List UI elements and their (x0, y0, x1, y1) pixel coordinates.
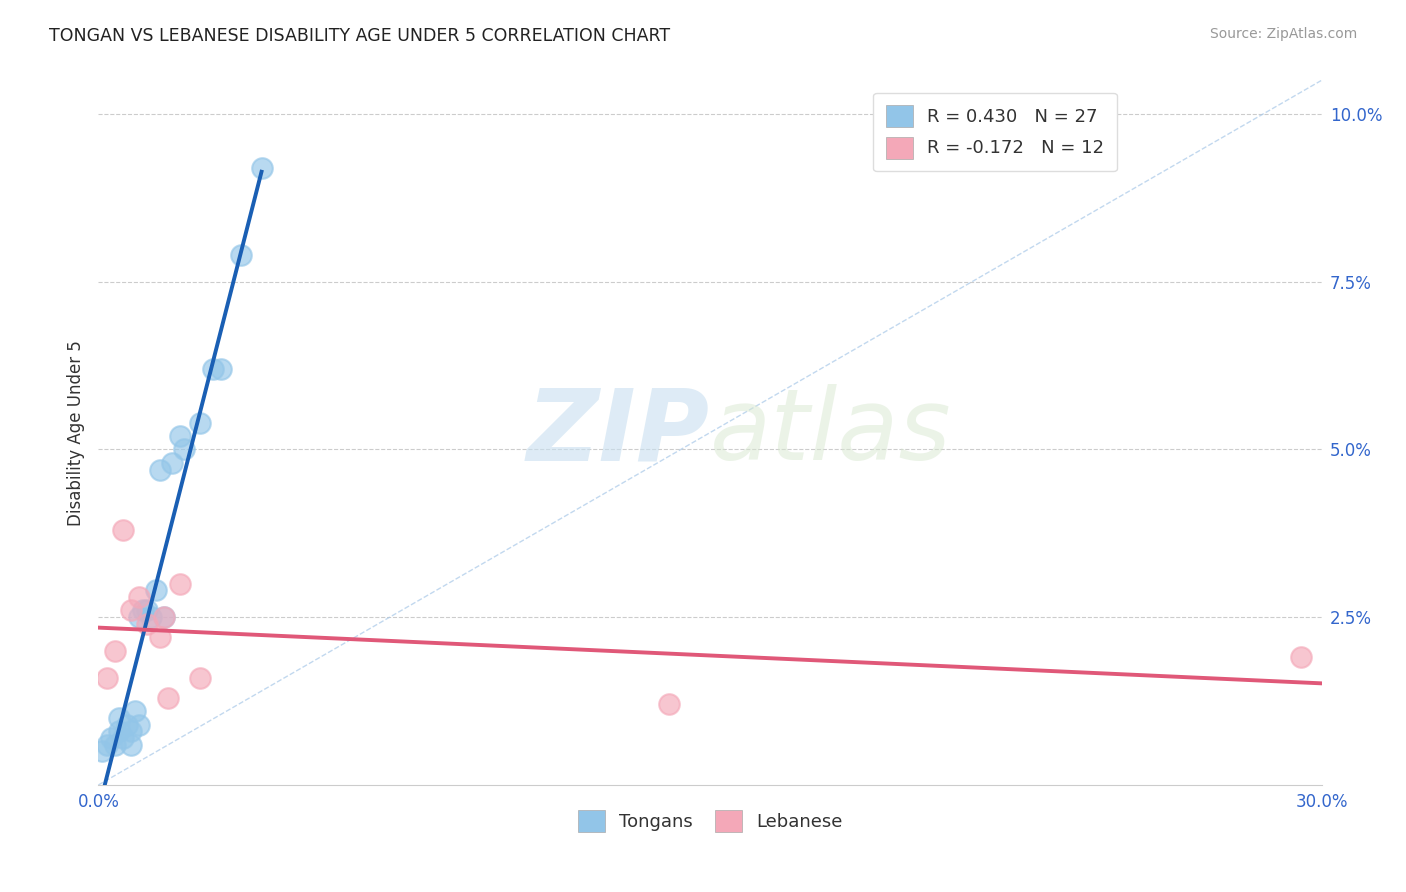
Legend: Tongans, Lebanese: Tongans, Lebanese (571, 803, 849, 839)
Point (173, 442, 195, 457)
Point (160, 456, 183, 470)
Point (141, 610, 163, 624)
Point (250, 161, 273, 175)
Point (145, 583, 167, 598)
Text: ZIP: ZIP (527, 384, 710, 481)
Point (136, 616, 159, 631)
Point (91, 744, 114, 758)
Point (128, 610, 150, 624)
Point (120, 738, 142, 752)
Point (111, 731, 134, 745)
Point (209, 362, 232, 376)
Point (96, 671, 118, 685)
Point (115, 717, 138, 731)
Point (108, 711, 131, 725)
Point (128, 590, 150, 604)
Point (1291, 650, 1313, 665)
Point (124, 704, 146, 718)
Point (96, 738, 118, 752)
Point (188, 416, 212, 430)
Point (104, 738, 127, 752)
Text: atlas: atlas (710, 384, 952, 481)
Point (136, 603, 159, 617)
Point (120, 603, 142, 617)
Text: Source: ZipAtlas.com: Source: ZipAtlas.com (1209, 27, 1357, 41)
Point (152, 610, 174, 624)
Point (188, 671, 212, 685)
Point (152, 610, 174, 624)
Text: TONGAN VS LEBANESE DISABILITY AGE UNDER 5 CORRELATION CHART: TONGAN VS LEBANESE DISABILITY AGE UNDER … (49, 27, 671, 45)
Point (104, 644, 127, 658)
Point (132, 603, 155, 617)
Point (156, 690, 179, 705)
Y-axis label: Disability Age Under 5: Disability Age Under 5 (66, 340, 84, 525)
Point (120, 724, 142, 739)
Point (231, 248, 253, 262)
Point (128, 717, 150, 731)
Point (100, 731, 122, 745)
Point (149, 630, 172, 644)
Point (201, 362, 224, 376)
Point (658, 698, 681, 712)
Point (149, 462, 172, 476)
Point (111, 523, 134, 537)
Point (108, 724, 131, 739)
Point (169, 429, 191, 443)
Point (169, 576, 191, 591)
